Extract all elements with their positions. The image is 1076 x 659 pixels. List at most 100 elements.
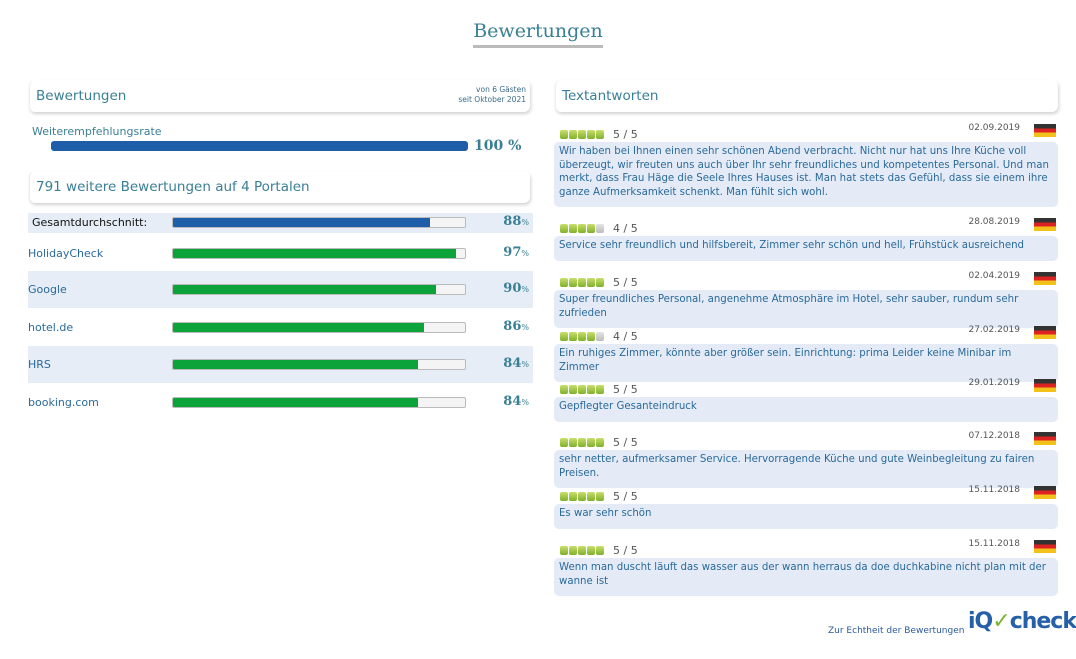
score-bar-fill bbox=[173, 322, 425, 332]
iqcheck-logo[interactable]: iQ✓check bbox=[968, 609, 1076, 634]
score-bar bbox=[172, 217, 466, 228]
rating-star-icon bbox=[560, 385, 568, 394]
portal-name[interactable]: booking.com bbox=[28, 395, 99, 409]
review-date: 27.02.2019 bbox=[968, 325, 1020, 335]
rating-star-icon bbox=[569, 492, 577, 501]
rating-star-icon bbox=[560, 492, 568, 501]
ratings-title: Bewertungen bbox=[36, 88, 127, 104]
rating-star-icon bbox=[578, 224, 586, 233]
recommendation-label: Weiterempfehlungsrate bbox=[32, 125, 162, 138]
review-item: 5 / 5 15.11.2018 Wenn man duscht läuft d… bbox=[554, 539, 1058, 596]
review-item: 4 / 5 27.02.2019 Ein ruhiges Zimmer, kön… bbox=[554, 325, 1058, 382]
rating-star-icon bbox=[560, 278, 568, 287]
portals-title: 791 weitere Bewertungen auf 4 Portalen bbox=[36, 179, 310, 195]
german-flag-icon bbox=[1034, 218, 1056, 231]
review-item: 5 / 5 02.04.2019 Super freundliches Pers… bbox=[554, 271, 1058, 328]
rating-star-icon bbox=[569, 130, 577, 139]
review-item: 5 / 5 29.01.2019 Gepflegter Gesanteindru… bbox=[554, 378, 1058, 422]
score-bar-fill bbox=[173, 284, 436, 294]
review-score: 5 / 5 bbox=[613, 490, 638, 503]
text-answers-title: Textantworten bbox=[562, 88, 659, 104]
review-text: Es war sehr schön bbox=[554, 504, 1058, 529]
portal-name[interactable]: HRS bbox=[28, 357, 51, 371]
portals-header: 791 weitere Bewertungen auf 4 Portalen bbox=[29, 171, 530, 203]
review-item: 5 / 5 15.11.2018 Es war sehr schön bbox=[554, 485, 1058, 529]
review-date: 15.11.2018 bbox=[968, 539, 1020, 549]
recommendation-value: 100 % bbox=[474, 138, 522, 154]
rating-star-icon bbox=[569, 332, 577, 341]
score-bar bbox=[172, 247, 466, 259]
portal-name[interactable]: Google bbox=[28, 282, 67, 296]
review-item: 5 / 5 07.12.2018 sehr netter, aufmerksam… bbox=[554, 431, 1058, 488]
review-item: 5 / 5 02.09.2019 Wir haben bei Ihnen ein… bbox=[554, 123, 1058, 207]
rating-star-icon bbox=[560, 130, 568, 139]
portal-row: Google 90% bbox=[28, 271, 533, 308]
portal-row: HRS 84% bbox=[28, 346, 533, 383]
review-score: 5 / 5 bbox=[613, 383, 638, 396]
review-score: 5 / 5 bbox=[613, 128, 638, 141]
rating-star-icon bbox=[587, 332, 595, 341]
ratings-meta: von 6 Gästen seit Oktober 2021 bbox=[458, 85, 526, 104]
portal-row: hotel.de 86% bbox=[28, 309, 533, 346]
authenticity-link[interactable]: Zur Echtheit der Bewertungen bbox=[828, 626, 965, 636]
rating-star-icon bbox=[587, 492, 595, 501]
review-score: 4 / 5 bbox=[613, 330, 638, 343]
review-text: sehr netter, aufmerksamer Service. Hervo… bbox=[554, 450, 1058, 488]
score-percent: 84% bbox=[503, 355, 529, 371]
rating-star-icon bbox=[596, 130, 604, 139]
score-percent: 97% bbox=[503, 244, 529, 260]
rating-star-icon bbox=[596, 278, 604, 287]
review-text: Ein ruhiges Zimmer, könnte aber größer s… bbox=[554, 344, 1058, 382]
review-text: Wenn man duscht läuft das wasser aus der… bbox=[554, 558, 1058, 596]
rating-star-icon bbox=[569, 224, 577, 233]
rating-star-icon bbox=[560, 546, 568, 555]
rating-star-icon bbox=[569, 278, 577, 287]
rating-star-icon bbox=[587, 546, 595, 555]
portal-row: booking.com 84% bbox=[28, 384, 533, 421]
score-bar bbox=[172, 283, 466, 295]
portal-name[interactable]: HolidayCheck bbox=[28, 246, 104, 260]
star-rating bbox=[560, 385, 604, 394]
score-bar bbox=[172, 396, 466, 408]
review-date: 07.12.2018 bbox=[968, 431, 1020, 441]
review-date: 02.09.2019 bbox=[968, 123, 1020, 133]
german-flag-icon bbox=[1034, 432, 1056, 445]
review-date: 02.04.2019 bbox=[968, 271, 1020, 281]
score-bar bbox=[172, 321, 466, 333]
review-date: 15.11.2018 bbox=[968, 485, 1020, 495]
portal-row: HolidayCheck 97% bbox=[28, 235, 533, 272]
review-text: Super freundliches Personal, angenehme A… bbox=[554, 290, 1058, 328]
rating-star-icon bbox=[578, 332, 586, 341]
star-rating bbox=[560, 278, 604, 287]
rating-star-icon bbox=[578, 385, 586, 394]
german-flag-icon bbox=[1034, 272, 1056, 285]
review-text: Service sehr freundlich und hilfsbereit,… bbox=[554, 236, 1058, 261]
score-percent: 90% bbox=[503, 280, 529, 296]
page-title: Bewertungen bbox=[0, 20, 1076, 48]
star-rating bbox=[560, 224, 604, 233]
rating-star-icon bbox=[587, 438, 595, 447]
score-bar-fill bbox=[173, 218, 430, 227]
star-rating bbox=[560, 492, 604, 501]
portal-name[interactable]: hotel.de bbox=[28, 320, 74, 334]
german-flag-icon bbox=[1034, 379, 1056, 392]
rating-star-icon bbox=[587, 224, 595, 233]
review-text: Wir haben bei Ihnen einen sehr schönen A… bbox=[554, 142, 1058, 207]
rating-star-icon bbox=[560, 224, 568, 233]
rating-star-icon bbox=[596, 492, 604, 501]
review-date: 29.01.2019 bbox=[968, 378, 1020, 388]
score-bar-fill bbox=[173, 397, 419, 407]
rating-star-icon bbox=[596, 385, 604, 394]
overall-average-row: Gesamtdurchschnitt: 88% bbox=[28, 213, 533, 233]
review-item: 4 / 5 28.08.2019 Service sehr freundlich… bbox=[554, 217, 1058, 261]
ratings-header: Bewertungen von 6 Gästen seit Oktober 202… bbox=[29, 80, 530, 112]
text-answers-header: Textantworten bbox=[555, 80, 1058, 112]
rating-star-icon bbox=[587, 130, 595, 139]
star-rating bbox=[560, 130, 604, 139]
review-score: 5 / 5 bbox=[613, 276, 638, 289]
rating-star-icon bbox=[569, 385, 577, 394]
review-score: 4 / 5 bbox=[613, 222, 638, 235]
rating-star-icon bbox=[587, 278, 595, 287]
rating-star-icon bbox=[560, 438, 568, 447]
german-flag-icon bbox=[1034, 124, 1056, 137]
